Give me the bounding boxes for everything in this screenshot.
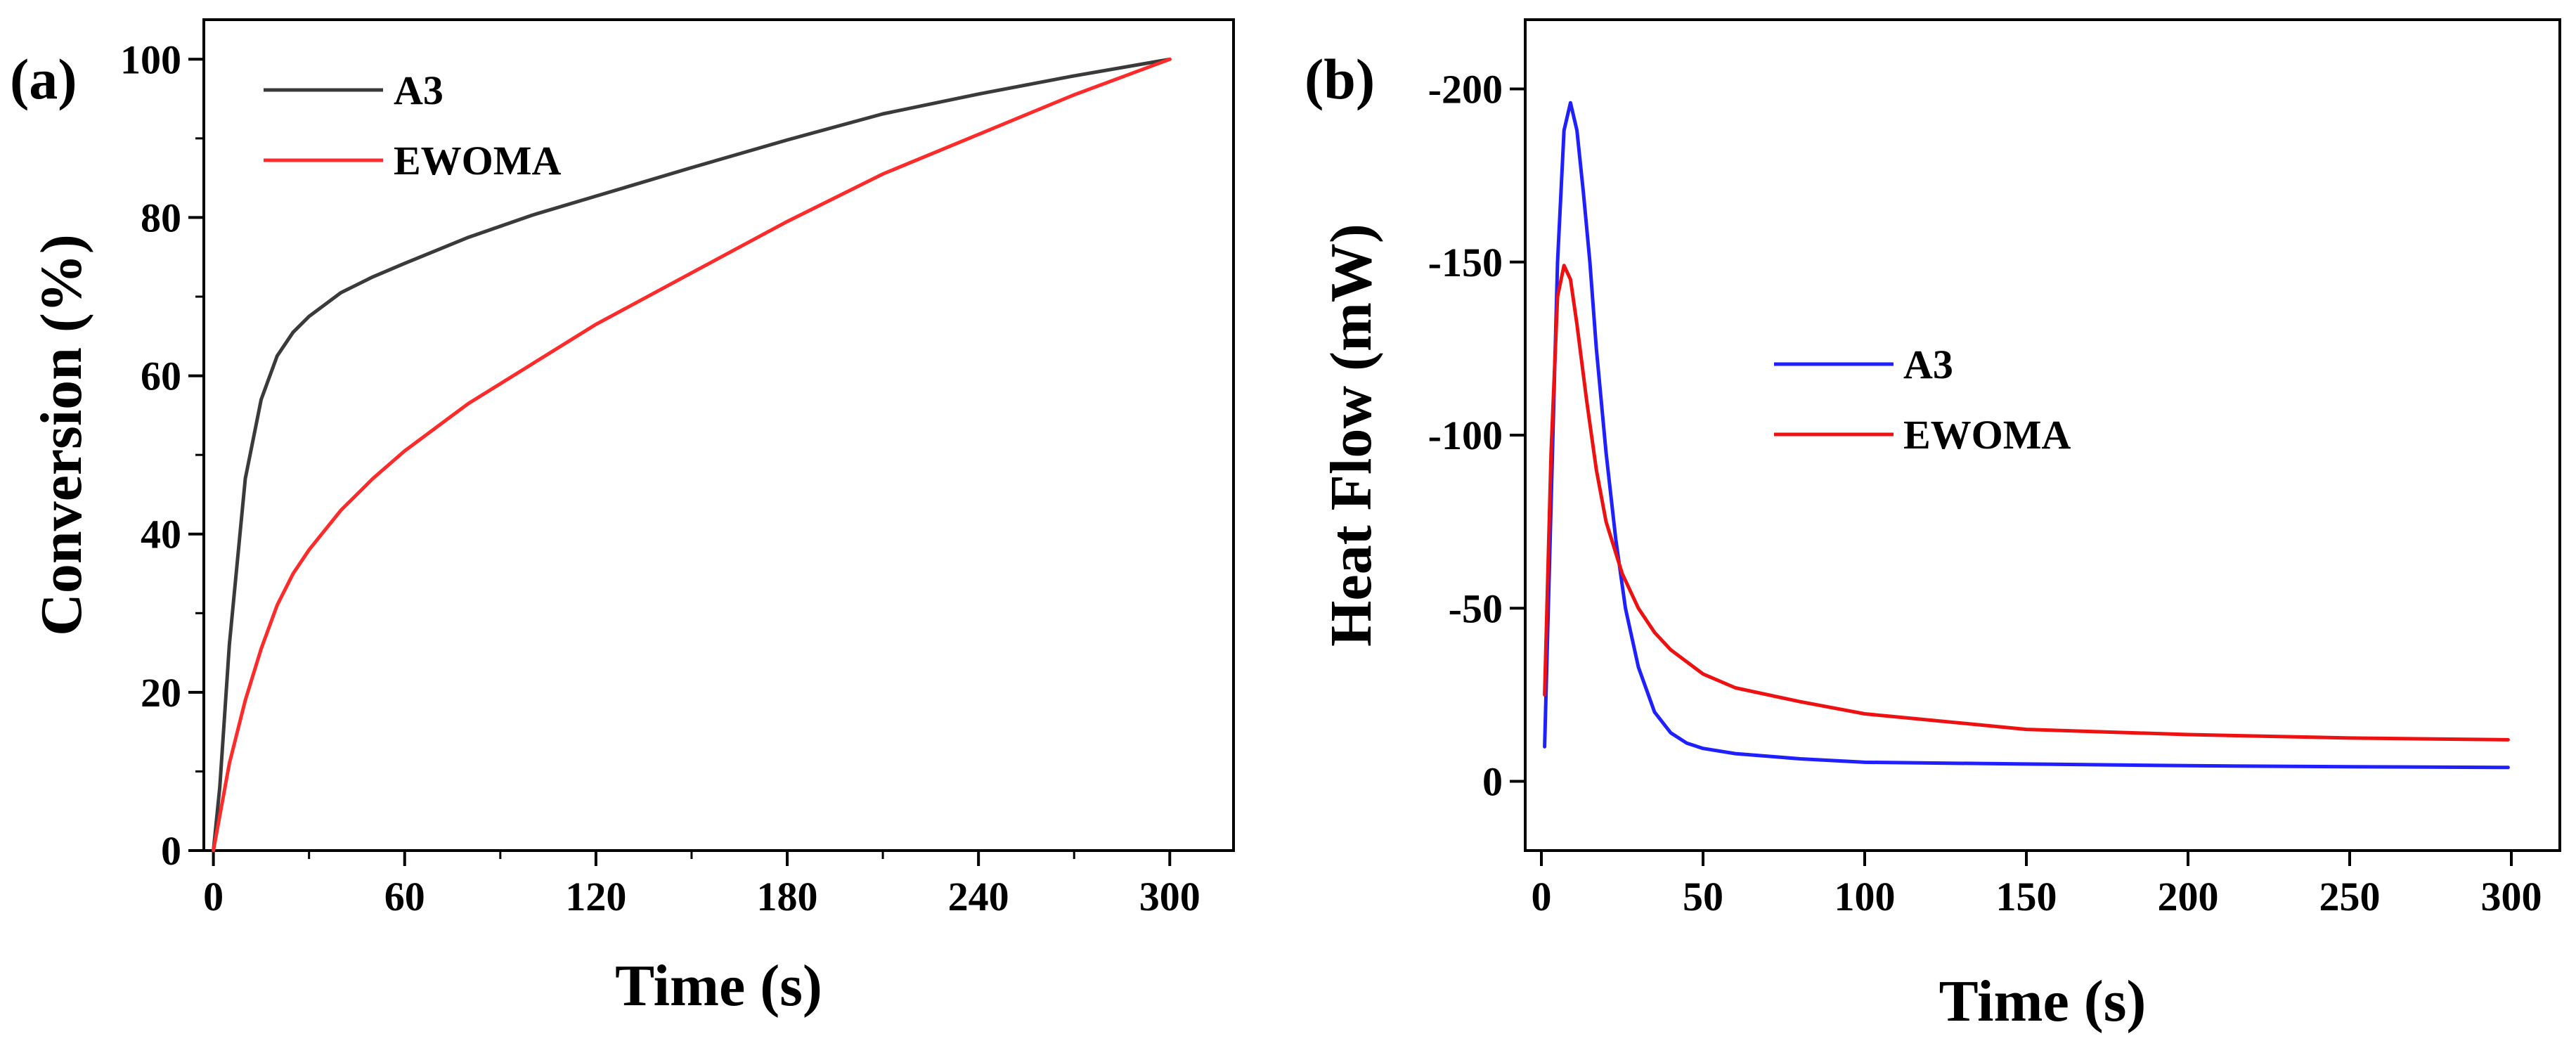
panel-b-x-tick-label-300: 300 [2481,874,2542,919]
panel-a-y-tick-label-80: 80 [141,195,181,240]
panel-a-y-tick-label-20: 20 [141,670,181,716]
panel-b-y-tick-label-50: -50 [1449,586,1503,631]
panel-a-x-tick-label-0: 0 [203,874,224,919]
panel-b-y-tick-label-150: -150 [1428,240,1503,285]
panel-b-x-tick-label-150: 150 [1996,874,2057,919]
panel-a-series-line-ewoma [212,57,1172,853]
panel-b-x-tick-label-200: 200 [2158,874,2219,919]
panel-b-legend-label-ewoma: EWOMA [1903,412,2071,458]
panel-a-x-axis-title: Time (s) [615,953,822,1019]
panel-a-y-axis-title: Conversion (%) [29,234,94,636]
panel-a-x-tick-label-240: 240 [948,874,1009,919]
panel-a-legend-label-a3: A3 [394,67,444,113]
panel-b-x-tick-label-50: 50 [1683,874,1723,919]
panel-b-chart: 0 50 100 150 200 250 300 0 -50 -100 -150 -200 Time (… [1305,18,2561,1034]
panel-b-legend-label-a3: A3 [1903,342,1953,387]
panel-b-y-tick-label-0: 0 [1482,759,1503,805]
panel-b-x-tick-label-100: 100 [1834,874,1896,919]
panel-b-x-tick-label-250: 250 [2319,874,2381,919]
panel-a-x-tick-label-120: 120 [565,874,626,919]
panel-b-series-line-a3 [1543,101,2510,770]
panel-b-y-axis-title: Heat Flow (mW) [1319,224,1384,647]
panel-b-y-tick-label-100: -100 [1428,413,1503,458]
panel-b-series-line-ewoma [1543,264,2510,742]
panel-a-y-tick-label-40: 40 [141,512,181,557]
panel-b-y-tick-label-200: -200 [1428,67,1503,112]
panel-a-chart: 0 60 120 180 240 300 0 20 40 60 80 100 Time (s) Conve… [10,18,1235,1019]
panel-a-x-tick-label-60: 60 [384,874,425,919]
panel-b-label: (b) [1305,47,1375,111]
panel-b-x-axis-title: Time (s) [1939,969,2147,1034]
panel-a-legend: A3 EWOMA [264,67,562,183]
panel-a-x-tick-label-180: 180 [757,874,818,919]
panel-a-y-tick-label-0: 0 [161,828,181,874]
panel-a-series-line-a3 [212,57,1172,853]
panel-a-label: (a) [10,47,77,111]
panel-a-x-tick-label-300: 300 [1139,874,1200,919]
panel-a-legend-label-ewoma: EWOMA [394,138,562,183]
panel-a-y-tick-label-60: 60 [141,354,181,399]
panel-a-y-tick-label-100: 100 [120,37,181,82]
panel-b-legend: A3 EWOMA [1774,342,2071,458]
panel-a-plot-frame [202,18,1235,852]
panel-b-x-tick-label-0: 0 [1532,874,1552,919]
